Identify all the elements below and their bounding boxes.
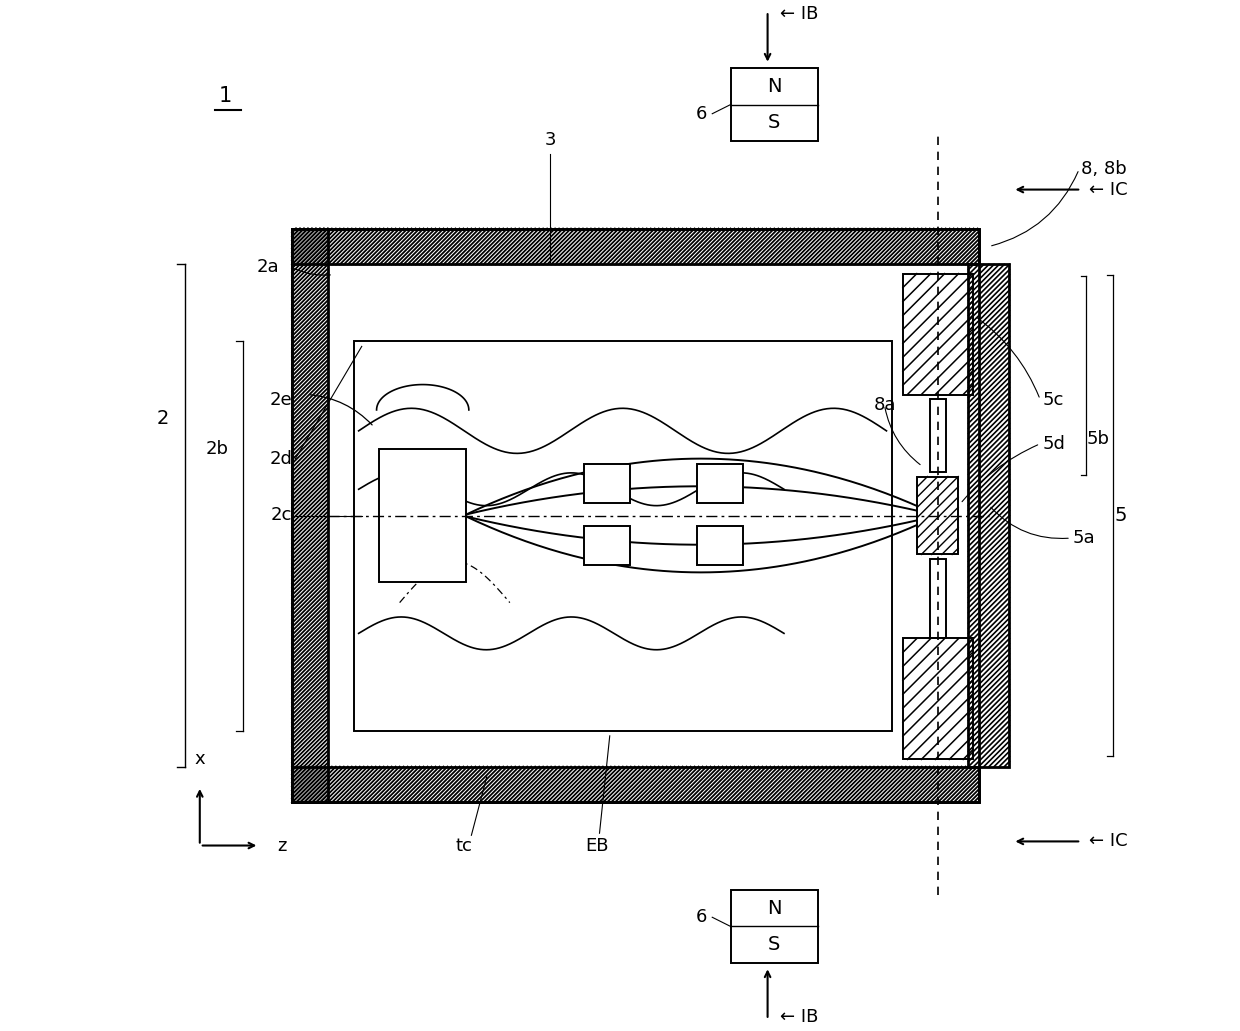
Text: 2: 2 [156,408,169,428]
Bar [293,229,327,802]
Text: 2e: 2e [269,391,293,408]
Bar [293,229,978,264]
Bar [697,464,743,503]
Text: N: N [768,899,781,918]
Bar [379,448,466,583]
Text: 8, 8b: 8, 8b [1081,160,1127,178]
Text: ← IC: ← IC [1090,832,1128,851]
Text: 2c: 2c [270,506,293,525]
Bar [697,526,743,565]
Bar [730,68,818,141]
Bar [293,229,978,802]
Text: ← IB: ← IB [780,1007,818,1026]
Bar [293,229,327,802]
Bar [968,264,1009,767]
Bar [930,399,946,472]
Text: x: x [195,750,205,768]
Text: 5b: 5b [1086,430,1110,447]
Bar [903,273,972,395]
Bar [918,476,959,555]
Text: 5c: 5c [1043,391,1064,408]
Text: 6: 6 [696,105,707,123]
Text: 8a: 8a [874,396,897,413]
Text: ← IC: ← IC [1090,180,1128,199]
Bar [903,273,972,395]
Bar [584,526,630,565]
Text: S: S [768,935,780,955]
Bar [918,476,959,555]
Text: z: z [278,836,286,855]
Bar [903,638,972,760]
Bar [353,341,892,731]
Text: 5d: 5d [1043,435,1065,453]
Bar [903,638,972,760]
Bar [930,559,946,638]
Text: tc: tc [456,836,472,855]
Text: 2b: 2b [206,440,228,458]
Text: EB: EB [585,836,609,855]
Text: 2d: 2d [269,451,293,468]
Text: ← IB: ← IB [780,5,818,24]
Bar [968,264,1009,767]
Text: 5a: 5a [1073,529,1096,547]
Text: 3: 3 [544,131,556,148]
Bar [293,229,978,264]
Bar [293,767,978,802]
Text: 5: 5 [1114,506,1126,525]
Bar [730,890,818,963]
Bar [293,767,978,802]
Text: N: N [768,76,781,96]
Bar [327,264,978,767]
Text: 1: 1 [218,86,232,105]
Text: S: S [768,113,780,132]
Bar [584,464,630,503]
Text: 2a: 2a [257,259,280,276]
Text: 6: 6 [696,908,707,926]
